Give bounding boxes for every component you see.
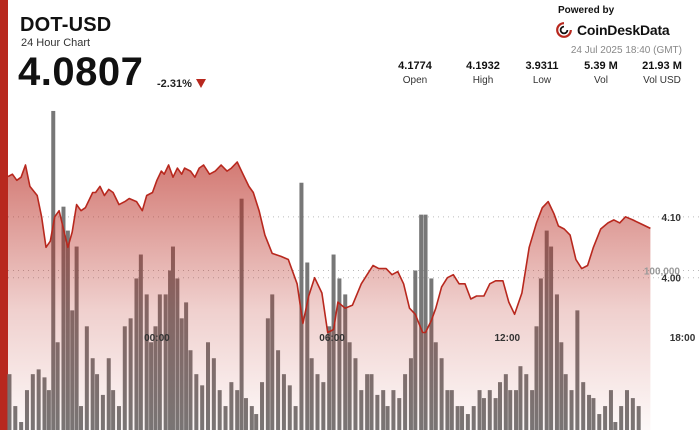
- stat-label: Low: [532, 75, 552, 86]
- chart-subtitle: 24 Hour Chart: [21, 37, 91, 49]
- coindesk-logo-icon: [556, 22, 572, 38]
- x-tick-label: 06:00: [319, 333, 345, 344]
- stat-vol-usd: 21.93 M Vol USD: [630, 60, 694, 86]
- symbol-title: DOT-USD: [20, 14, 112, 36]
- stat-open: 4.1774 Open: [383, 60, 447, 86]
- stat-label: High: [472, 75, 494, 86]
- stat-vol: 5.39 M Vol: [569, 60, 633, 86]
- stat-label: Vol: [594, 75, 608, 86]
- volume-bar: [299, 182, 304, 430]
- stat-value: 5.39 M: [584, 60, 618, 72]
- stat-value: 4.1932: [466, 60, 500, 72]
- volume-bar: [419, 214, 424, 430]
- price-area: [8, 162, 651, 430]
- accent-bar: [0, 0, 8, 430]
- y-tick-label: 4.10: [662, 213, 682, 224]
- stat-low: 3.9311 Low: [510, 60, 574, 86]
- y-tick-label: 4.00: [662, 274, 682, 285]
- stat-label: Open: [402, 75, 428, 86]
- stat-value: 4.1774: [398, 60, 432, 72]
- coindesk-logo[interactable]: CoinDeskData: [556, 22, 670, 38]
- price-change: -2.31%: [157, 78, 192, 90]
- stat-high: 4.1932 High: [451, 60, 515, 86]
- stat-value: 3.9311: [525, 60, 559, 72]
- brand-name: CoinDeskData: [577, 22, 670, 38]
- down-arrow-icon: [196, 79, 206, 88]
- stat-value: 21.93 M: [642, 60, 682, 72]
- price-line: [7, 161, 651, 334]
- powered-by-label: Powered by: [558, 5, 615, 16]
- volume-bar: [423, 214, 428, 430]
- stat-label: Vol USD: [643, 75, 681, 86]
- volume-scale-label: 100,000: [644, 266, 681, 277]
- current-price: 4.0807: [18, 50, 144, 94]
- x-tick-label: 00:00: [144, 333, 170, 344]
- x-tick-label: 18:00: [670, 333, 696, 344]
- timestamp: 24 Jul 2025 18:40 (GMT): [570, 45, 682, 56]
- x-tick-label: 12:00: [495, 333, 521, 344]
